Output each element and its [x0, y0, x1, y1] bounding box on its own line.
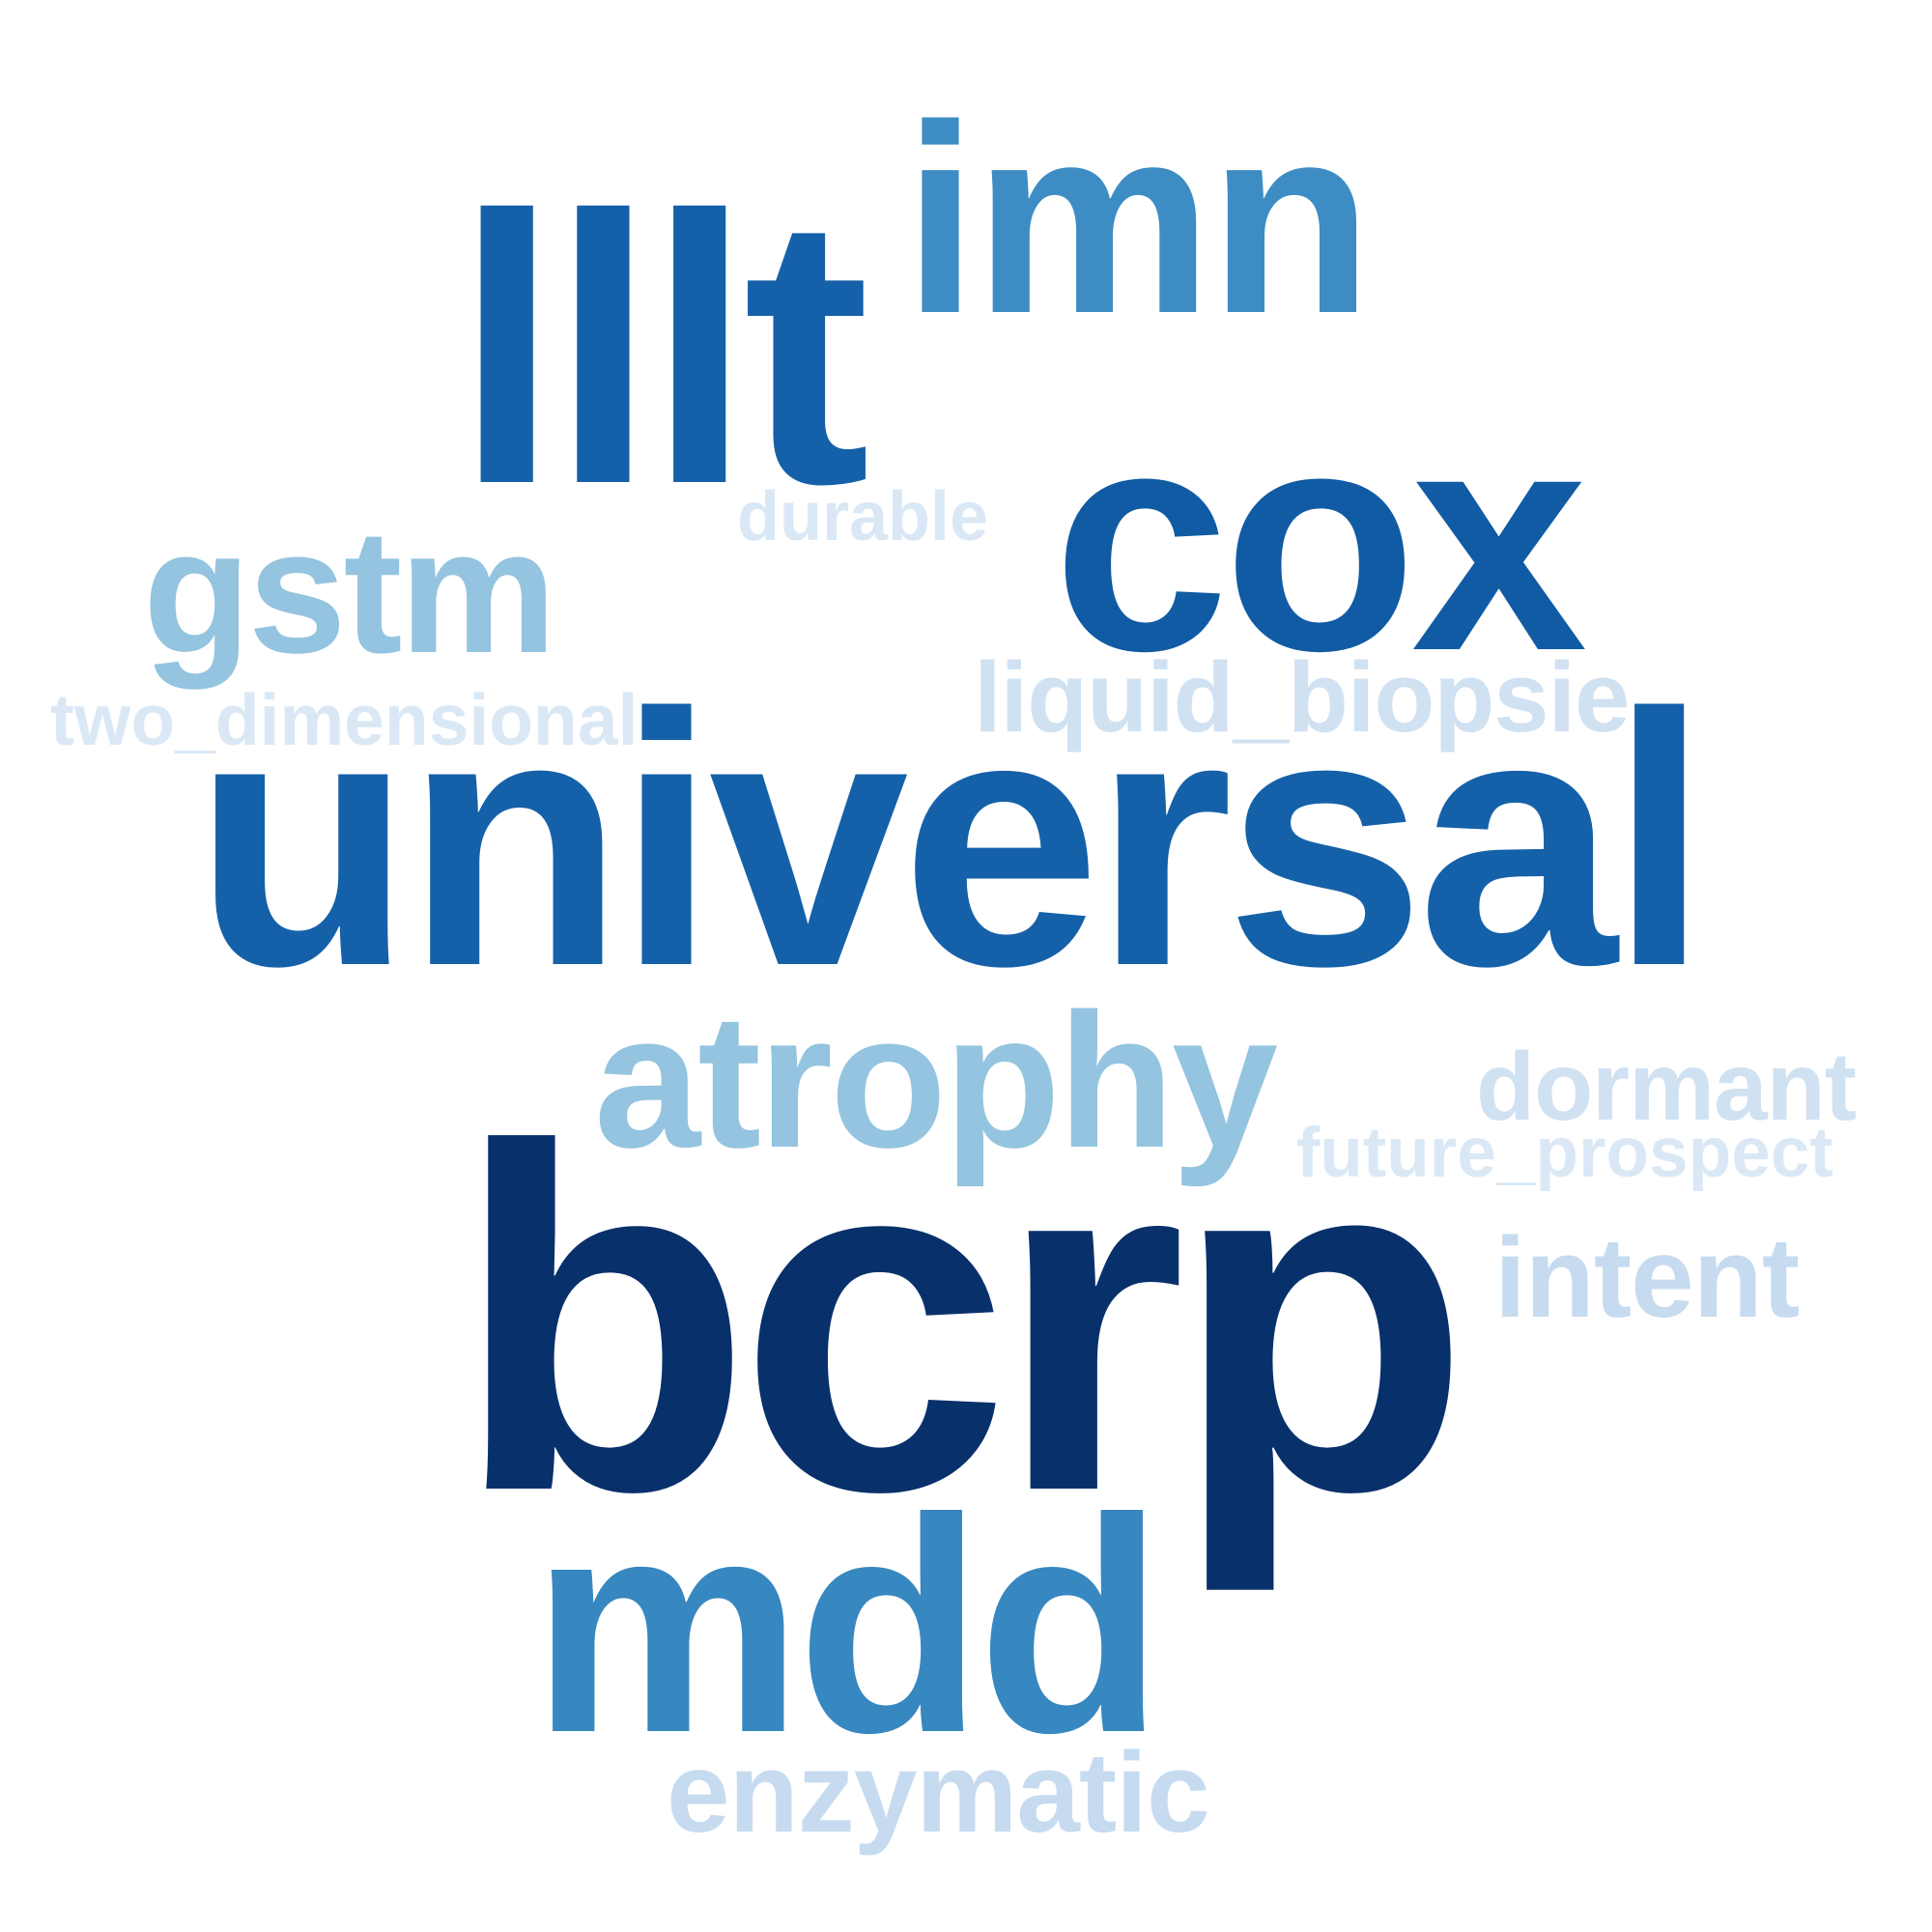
word-future-prospect: future_prospect — [1296, 1114, 1833, 1192]
word-lllt: lllt — [454, 136, 870, 563]
word-dormant: dormant — [1476, 1033, 1857, 1141]
word-gstm: gstm — [143, 492, 556, 690]
word-universal: universal — [193, 639, 1709, 1040]
word-liquid-biopsie: liquid_biopsie — [974, 641, 1630, 753]
word-durable: durable — [737, 478, 989, 555]
word-bcrp: bcrp — [454, 1048, 1470, 1593]
word-enzymatic: enzymatic — [667, 1729, 1210, 1857]
word-intent: intent — [1494, 1214, 1800, 1342]
word-cox: cox — [1053, 362, 1587, 717]
word-imn: imn — [903, 69, 1373, 369]
word-mdd: mdd — [531, 1455, 1164, 1796]
word-two-dimensional: two_dimensional — [50, 679, 639, 760]
word-atrophy: atrophy — [594, 974, 1278, 1187]
